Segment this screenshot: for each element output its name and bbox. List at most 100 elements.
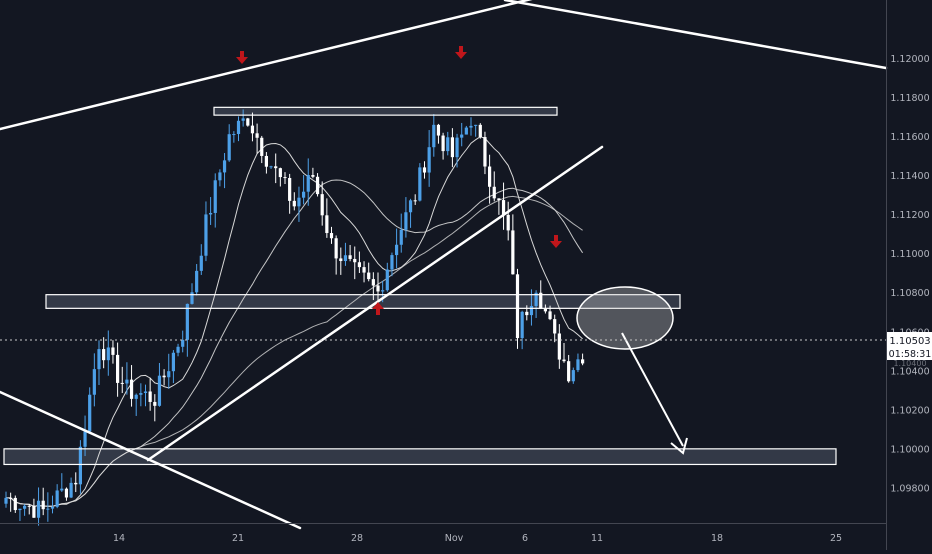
candle-body [515, 274, 520, 339]
price-tick-label: 1.10400 [890, 366, 929, 377]
candle-body [436, 124, 441, 136]
candle-body [427, 147, 431, 173]
price-tag-layer: 1.10503 01:58:31 1.10400 [887, 332, 932, 368]
candle-body [55, 490, 59, 507]
candle-body [143, 391, 148, 394]
trendline[interactable] [503, 0, 888, 70]
candle-body [88, 394, 92, 432]
candle-body [260, 137, 264, 156]
candle-body [250, 125, 255, 134]
candle-body [69, 482, 73, 498]
candle-body [460, 134, 464, 138]
candle-body [474, 124, 478, 126]
candle-body [232, 134, 236, 136]
candle-body [348, 255, 352, 259]
trendline[interactable] [0, 0, 560, 131]
target-ellipse[interactable] [576, 286, 674, 350]
candle-body [450, 137, 454, 158]
zone-fill [214, 107, 557, 116]
candle-body [576, 359, 580, 371]
candle-body [302, 191, 306, 198]
candle-body [264, 155, 268, 167]
candle-body [41, 500, 45, 510]
candle-body [571, 370, 575, 382]
candle-body [204, 214, 208, 256]
drawing-layer[interactable] [0, 0, 888, 530]
price-tick-label: 1.11800 [890, 93, 929, 104]
marker-layer [236, 46, 562, 315]
candle-body [4, 497, 8, 504]
candle-body [557, 333, 561, 360]
candle-body [23, 505, 27, 509]
candle-body [209, 212, 213, 215]
candle-body [64, 488, 69, 498]
candle-body [106, 347, 110, 361]
price-tick-label: 1.11000 [890, 249, 929, 260]
candle-body [9, 497, 13, 499]
time-tick-label: 18 [711, 533, 723, 544]
candle-body [432, 124, 436, 148]
candle-body [404, 212, 408, 230]
candle-body [74, 482, 78, 485]
candle-body [367, 272, 371, 280]
candle-body [185, 303, 189, 340]
candle-body [548, 311, 552, 320]
candle-body [353, 258, 357, 263]
candle-body [199, 255, 203, 271]
countdown-tag [887, 346, 932, 360]
candle-body [413, 200, 417, 202]
candle-body [274, 166, 278, 169]
candle-body [134, 394, 138, 399]
countdown-label: 01:58:31 [889, 349, 932, 360]
price-tick-label: 1.10200 [890, 405, 929, 416]
candle-body [441, 135, 445, 152]
candle-body [288, 177, 292, 201]
candle-body [157, 375, 162, 406]
candle-body [78, 446, 82, 485]
candle-body [511, 230, 515, 275]
zone-outline-layer [3, 106, 837, 466]
zone-fill [46, 294, 680, 309]
candle-body [120, 382, 124, 384]
candle-body [506, 214, 510, 231]
price-tick-label: 1.09800 [890, 483, 929, 494]
candle-body [292, 200, 296, 207]
candle-body [539, 292, 543, 309]
time-tick-label: 28 [351, 533, 363, 544]
candle-body [464, 127, 468, 135]
candle-body [83, 431, 87, 447]
time-tick-label: 11 [591, 533, 603, 544]
down-arrow-icon [236, 51, 248, 64]
candle-body [60, 488, 64, 491]
candle-body [306, 175, 310, 192]
time-tick-label: 6 [522, 533, 528, 544]
candle-body [362, 267, 366, 273]
candle-body [529, 305, 534, 316]
candle-body [483, 137, 487, 167]
zone-outline [213, 106, 558, 116]
price-tick-label: 1.10800 [890, 288, 929, 299]
up-arrow-icon [372, 302, 384, 315]
time-tick-label: Nov [445, 533, 464, 544]
trendline[interactable] [146, 145, 604, 462]
candle-body [446, 137, 450, 152]
candle-body [562, 359, 566, 362]
candle-body [343, 255, 348, 262]
candle-body [139, 393, 143, 395]
candle-body [371, 279, 375, 286]
zone-fill [4, 448, 836, 465]
candle-body [339, 258, 343, 262]
candle-body [297, 197, 301, 207]
candle-body [218, 172, 222, 181]
projection-arrow[interactable] [621, 332, 684, 447]
price-tick-label: 1.11600 [890, 132, 929, 143]
candle-body [520, 311, 524, 339]
candle-body [325, 215, 329, 234]
candle-body [27, 505, 31, 507]
projection-arrow-head [670, 437, 688, 455]
candle-body [125, 379, 129, 384]
candle-body [418, 167, 422, 201]
candle-body [390, 255, 394, 270]
